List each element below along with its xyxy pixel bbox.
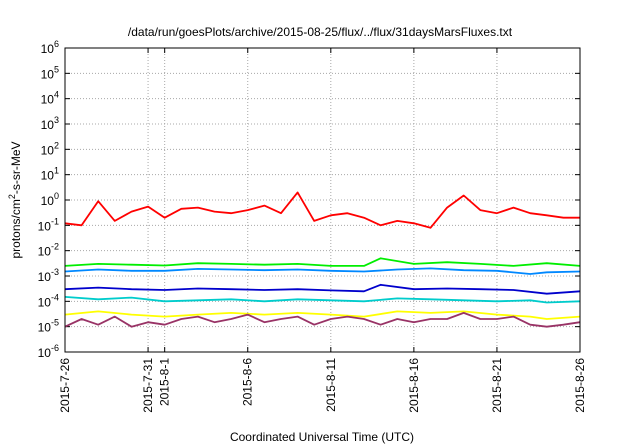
series-line-5 bbox=[64, 296, 581, 304]
series-line-7 bbox=[64, 311, 581, 328]
y-tick-label: 10-2 bbox=[38, 242, 59, 259]
y-tick-label: 100 bbox=[41, 191, 59, 208]
y-axis-label: protons/cm2-s-sr-MeV bbox=[7, 141, 23, 258]
grid bbox=[64, 47, 581, 353]
x-axis-label: Coordinated Universal Time (UTC) bbox=[230, 430, 414, 444]
y-tick-labels: 10-6 10-5 10-4 10-3 10-2 10-1 100 101 102 103 104 1… bbox=[38, 39, 59, 360]
x-tick-label: 2015-8-16 bbox=[407, 358, 421, 413]
series-layer bbox=[64, 191, 581, 328]
y-tick-label: 105 bbox=[41, 64, 59, 81]
chart-title: /data/run/goesPlots/archive/2015-08-25/f… bbox=[128, 25, 513, 39]
y-tick-label: 103 bbox=[41, 115, 59, 132]
series-line-6 bbox=[64, 310, 581, 320]
y-tick-label: 104 bbox=[41, 90, 59, 107]
y-tick-label: 10-5 bbox=[38, 318, 59, 335]
y-tick-label: 10-6 bbox=[38, 343, 59, 360]
plot-border bbox=[64, 47, 581, 353]
x-tick-label: 2015-8-6 bbox=[241, 358, 255, 406]
y-tick-label: 101 bbox=[41, 166, 59, 183]
x-tick-label: 2015-8-1 bbox=[158, 358, 172, 406]
x-tick-label: 2015-8-26 bbox=[573, 358, 587, 413]
x-tick-label: 2015-7-26 bbox=[58, 358, 72, 413]
y-tick-label: 10-4 bbox=[38, 292, 59, 309]
series-line-4 bbox=[64, 283, 581, 295]
series-line-1 bbox=[64, 191, 580, 229]
x-tick-label: 2015-7-31 bbox=[141, 358, 155, 413]
y-tick-label: 102 bbox=[41, 140, 59, 157]
x-tick-label: 2015-8-11 bbox=[324, 358, 338, 412]
y-tick-label: 10-1 bbox=[38, 216, 59, 233]
y-tick-label: 10-3 bbox=[38, 267, 59, 284]
x-tick-label: 2015-8-21 bbox=[490, 358, 504, 413]
x-tick-labels: 2015-7-26 2015-7-31 2015-8-1 2015-8-6 2015-8… bbox=[58, 358, 587, 413]
series-line-2 bbox=[64, 257, 581, 267]
series-line-3 bbox=[64, 267, 581, 275]
y-tick-label: 106 bbox=[41, 39, 59, 56]
